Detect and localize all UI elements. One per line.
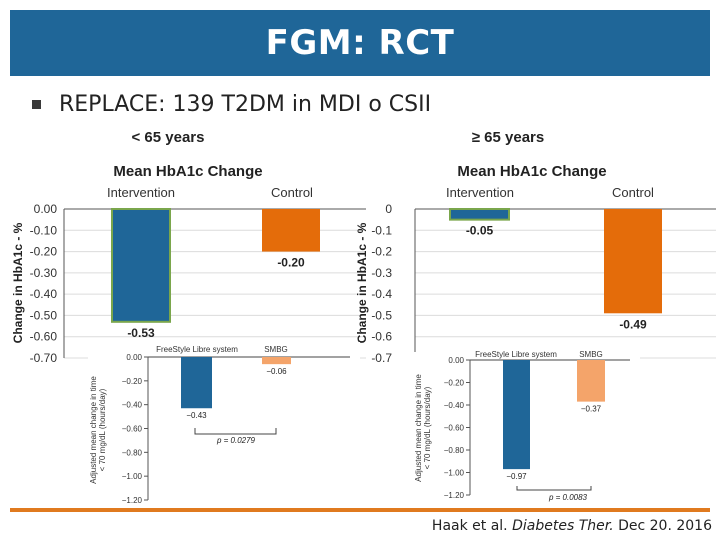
bar-freestyle xyxy=(181,357,212,409)
category-label: FreeStyle Libre system xyxy=(156,345,238,354)
category-label: Control xyxy=(612,185,654,200)
y-axis-label: Adjusted mean change in time xyxy=(414,374,423,482)
category-label: Intervention xyxy=(446,185,514,200)
category-label: SMBG xyxy=(264,345,288,354)
data-label: -0.20 xyxy=(277,256,305,270)
y-tick-label: -0.1 xyxy=(371,223,392,237)
bar-control xyxy=(262,209,320,252)
y-tick-label: −0.20 xyxy=(122,377,143,386)
y-tick-label: −0.40 xyxy=(444,401,465,410)
y-tick-label: -0.5 xyxy=(371,308,392,322)
y-tick-label: -0.70 xyxy=(30,351,58,365)
bar-freestyle xyxy=(503,360,530,470)
category-label: FreeStyle Libre system xyxy=(475,350,557,359)
y-tick-label: −0.80 xyxy=(444,446,465,455)
y-tick-label: 0.00 xyxy=(34,202,58,216)
category-label: SMBG xyxy=(579,350,603,359)
y-tick-label: -0.40 xyxy=(30,287,58,301)
p-value-label: p = 0.0279 xyxy=(216,436,256,445)
data-label: −0.97 xyxy=(506,472,527,481)
citation-journal: Diabetes Ther. xyxy=(512,518,614,534)
y-tick-label: -0.60 xyxy=(30,330,58,344)
y-axis-label: Adjusted mean change in time xyxy=(89,376,98,484)
data-label: −0.43 xyxy=(186,411,207,420)
inset-panel xyxy=(88,342,360,505)
y-tick-label: −0.80 xyxy=(122,448,143,457)
p-value-bracket xyxy=(516,486,592,491)
data-label: -0.49 xyxy=(619,317,647,331)
title-bar: FGM: RCT xyxy=(10,10,710,76)
y-axis-label: Change in HbA1c - % xyxy=(355,222,369,343)
data-label: −0.37 xyxy=(581,405,602,414)
y-tick-label: -0.7 xyxy=(371,351,392,365)
y-tick-label: 0.00 xyxy=(448,356,464,365)
p-value-label: p = 0.0083 xyxy=(548,493,588,502)
group-label: ≥ 65 years xyxy=(472,129,544,146)
category-label: Intervention xyxy=(107,185,175,200)
group-label: < 65 years xyxy=(132,129,205,146)
y-tick-label: -0.50 xyxy=(30,308,58,322)
y-tick-label: -0.20 xyxy=(30,245,58,259)
y-tick-label: −1.00 xyxy=(444,469,465,478)
data-label: −0.06 xyxy=(266,367,287,376)
category-label: Control xyxy=(271,185,313,200)
bullet-text: REPLACE: 139 T2DM in MDI o CSII xyxy=(59,92,432,117)
data-label: -0.05 xyxy=(466,224,494,238)
y-tick-label: -0.3 xyxy=(371,266,392,280)
citation-date: Dec 20. 2016 xyxy=(613,518,712,534)
chart-title: Mean HbA1c Change xyxy=(457,163,606,180)
y-tick-label: -0.10 xyxy=(30,223,58,237)
p-value-bracket xyxy=(194,428,277,435)
y-tick-label: −0.20 xyxy=(444,379,465,388)
bar-intervention xyxy=(111,208,171,323)
data-label: -0.53 xyxy=(127,326,155,340)
bullet-row: REPLACE: 139 T2DM in MDI o CSII xyxy=(32,92,431,117)
citation-authors: Haak et al. xyxy=(431,518,513,534)
y-axis-label: < 70 mg/dL (hours/day) xyxy=(98,388,107,471)
citation: Haak et al. Diabetes Ther. Dec 20. 2016 xyxy=(432,518,712,534)
y-tick-label: −0.60 xyxy=(122,425,143,434)
y-tick-label: −0.40 xyxy=(122,401,143,410)
bar-smbg xyxy=(577,360,605,402)
y-tick-label: −1.20 xyxy=(444,491,465,500)
y-tick-label: −1.00 xyxy=(122,472,143,481)
bullet-square-icon xyxy=(32,100,41,109)
y-tick-label: -0.2 xyxy=(371,245,392,259)
y-axis-label: < 70 mg/dL (hours/day) xyxy=(423,386,432,469)
y-tick-label: 0 xyxy=(385,202,392,216)
y-axis-label: Change in HbA1c - % xyxy=(11,222,25,343)
y-tick-label: −1.20 xyxy=(122,496,143,505)
bar-intervention xyxy=(449,208,510,221)
y-tick-label: 0.00 xyxy=(126,353,142,362)
y-tick-label: −0.60 xyxy=(444,424,465,433)
slide-title: FGM: RCT xyxy=(265,23,455,63)
y-tick-label: -0.6 xyxy=(371,330,392,344)
y-tick-label: -0.30 xyxy=(30,266,58,280)
y-tick-label: -0.4 xyxy=(371,287,392,301)
accent-divider xyxy=(10,508,710,512)
bar-control xyxy=(604,209,662,314)
bar-smbg xyxy=(262,357,291,365)
chart-title: Mean HbA1c Change xyxy=(113,163,262,180)
